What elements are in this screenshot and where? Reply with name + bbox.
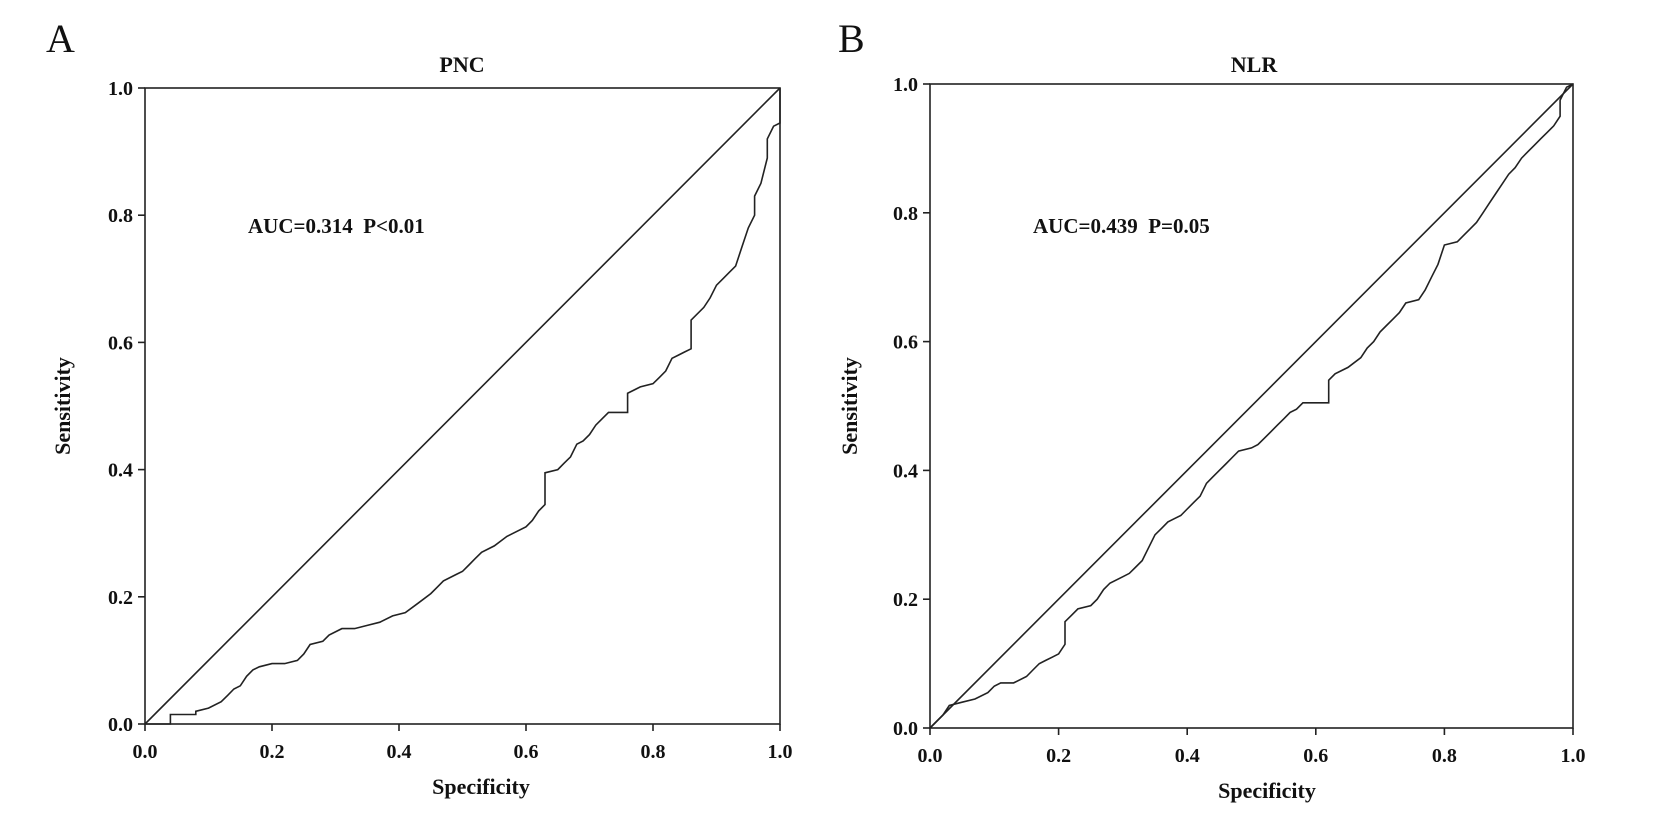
x-tick-label: 0.2 [1046, 745, 1071, 767]
plot-frame-a [144, 87, 781, 725]
x-tick-label: 0.0 [918, 745, 943, 767]
y-axis-label-b: Sensitivity [837, 357, 862, 455]
y-tick-label: 0.6 [893, 332, 918, 354]
roc-curve-pnc [145, 88, 781, 725]
x-axis-b: 0.0 0.2 0.4 0.6 0.8 1.0 [918, 728, 1586, 767]
chart-title-pnc: PNC [439, 52, 484, 77]
y-axis-label-a: Sensitivity [50, 357, 75, 455]
x-tick-label: 0.6 [1303, 745, 1328, 767]
y-tick-label: 0.8 [893, 203, 918, 225]
y-tick-label: 1.0 [108, 78, 133, 100]
y-tick-label: 0.4 [893, 460, 918, 482]
x-axis-a: 0.0 0.2 0.4 0.6 0.8 1.0 [133, 724, 793, 763]
x-tick-label: 0.8 [1432, 745, 1457, 767]
y-tick-label: 0.2 [893, 589, 918, 611]
x-tick-label: 1.0 [768, 741, 793, 763]
y-tick-label: 0.8 [108, 205, 133, 227]
x-tick-label: 0.8 [641, 741, 666, 763]
x-tick-label: 0.4 [387, 741, 412, 763]
y-axis-b: 0.0 0.2 0.4 0.6 0.8 1.0 [893, 74, 930, 740]
panel-a: A PNC 0.0 0.2 0.4 0.6 0.8 1.0 0.0 0.2 0.4 0.6 0.8… [46, 16, 793, 799]
y-tick-label: 0.6 [108, 332, 133, 354]
x-tick-label: 0.2 [260, 741, 285, 763]
x-tick-label: 1.0 [1561, 745, 1586, 767]
x-axis-label-a: Specificity [432, 774, 530, 799]
panel-letter-a: A [46, 16, 75, 61]
x-tick-label: 0.0 [133, 741, 158, 763]
roc-curve-nlr [929, 83, 1574, 729]
y-tick-label: 0.2 [108, 587, 133, 609]
x-tick-label: 0.6 [514, 741, 539, 763]
y-tick-label: 0.4 [108, 460, 133, 482]
y-axis-a: 0.0 0.2 0.4 0.6 0.8 1.0 [108, 78, 145, 736]
x-tick-label: 0.4 [1175, 745, 1200, 767]
x-axis-label-b: Specificity [1218, 778, 1316, 803]
auc-annotation-a: AUC=0.314 P<0.01 [248, 214, 425, 238]
auc-annotation-b: AUC=0.439 P=0.05 [1033, 214, 1210, 238]
y-tick-label: 0.0 [108, 714, 133, 736]
reference-diagonal-b [929, 83, 1574, 729]
y-tick-label: 0.0 [893, 718, 918, 740]
panel-b: B NLR 0.0 0.2 0.4 0.6 0.8 1.0 0.0 0.2 0.4 0.6 0.8… [837, 16, 1586, 803]
plot-frame-b [929, 83, 1574, 729]
y-tick-label: 1.0 [893, 74, 918, 96]
panel-letter-b: B [838, 16, 865, 61]
reference-diagonal-a [144, 87, 781, 725]
chart-title-nlr: NLR [1231, 52, 1279, 77]
